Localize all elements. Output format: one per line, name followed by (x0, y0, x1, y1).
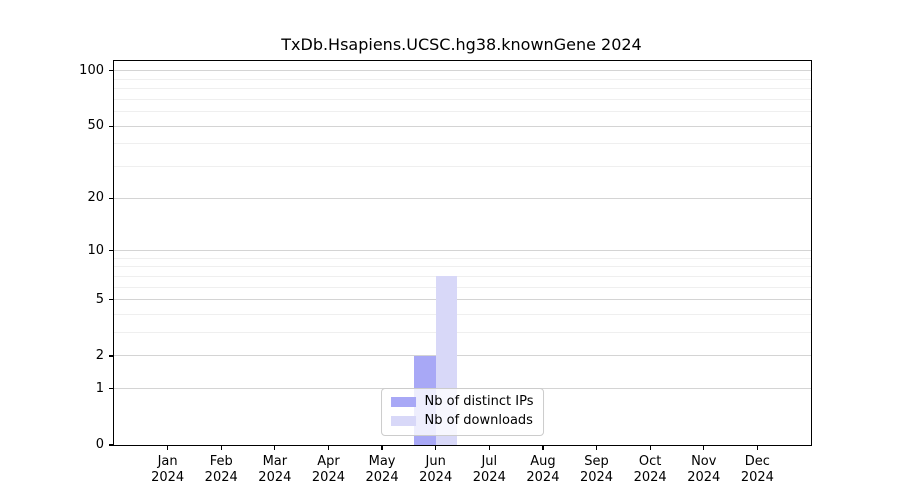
y-tick-mark (108, 249, 113, 252)
y-tick-mark (108, 299, 113, 301)
y-gridline-major (114, 250, 811, 252)
legend: Nb of distinct IPs Nb of downloads (380, 388, 545, 436)
y-tick-label: 0 (95, 437, 104, 452)
x-tick-label: Jun 2024 (419, 454, 453, 485)
x-tick-label: Mar 2024 (258, 454, 292, 485)
x-tick-label: Sep 2024 (579, 454, 614, 485)
y-tick-label: 50 (87, 118, 104, 134)
y-gridline-minor (114, 143, 811, 145)
y-gridline-minor (114, 111, 811, 113)
plot-area: Nb of distinct IPs Nb of downloads 0 1 2 5 1… (79, 60, 812, 485)
y-gridline-minor (114, 332, 811, 334)
y-tick-mark (108, 444, 113, 446)
y-tick-mark (108, 388, 113, 390)
x-tick-mark (488, 446, 490, 451)
y-tick-label: 10 (87, 242, 104, 258)
x-tick-label: Jul 2024 (472, 454, 506, 485)
y-tick-label: 100 (79, 62, 104, 78)
y-tick-label: 20 (87, 190, 104, 206)
x-tick-label: May 2024 (365, 454, 399, 485)
legend-swatch-distinct-ips (390, 397, 416, 407)
x-tick-label: Apr 2024 (311, 454, 345, 485)
y-gridline-minor (114, 78, 811, 80)
x-tick-mark (167, 446, 169, 451)
y-gridline-major (114, 299, 811, 301)
x-tick-mark (703, 446, 705, 451)
legend-label-distinct-ips: Nb of distinct IPs (424, 394, 534, 409)
y-gridline-major (114, 70, 811, 72)
x-tick-mark (327, 446, 330, 451)
x-tick-mark (220, 446, 222, 451)
x-tick-label: Oct 2024 (633, 454, 667, 485)
chart-title: TxDb.Hsapiens.UCSC.hg38.knownGene 2024 (281, 35, 642, 54)
y-gridline-minor (114, 266, 811, 268)
y-gridline-major (114, 197, 811, 199)
legend-item-distinct-ips: Nb of distinct IPs (390, 394, 534, 409)
x-tick-label: Dec 2024 (740, 454, 774, 485)
x-tick-label: Jan 2024 (151, 454, 185, 485)
x-tick-label: Feb 2024 (204, 454, 238, 485)
y-tick-mark (108, 70, 113, 72)
y-gridline-major (114, 355, 811, 357)
x-tick-mark (649, 446, 651, 451)
y-gridline-minor (114, 257, 811, 259)
legend-item-downloads: Nb of downloads (390, 413, 534, 428)
x-tick-mark (381, 446, 383, 451)
y-gridline-minor (114, 88, 811, 90)
y-gridline-minor (114, 166, 811, 168)
y-gridline-minor (114, 98, 811, 100)
x-tick-label: Nov 2024 (687, 454, 721, 485)
y-gridline-minor (114, 314, 811, 315)
y-gridline-minor (114, 286, 811, 288)
x-tick-label: Aug 2024 (526, 454, 560, 485)
y-gridline-minor (114, 275, 811, 277)
legend-label-downloads: Nb of downloads (424, 413, 533, 428)
y-tick-mark (108, 125, 113, 127)
x-tick-mark (274, 446, 276, 451)
y-tick-label: 5 (95, 291, 104, 307)
y-gridline-major (114, 125, 811, 127)
x-tick-mark (595, 446, 598, 451)
x-tick-mark (542, 446, 544, 451)
y-tick-mark (108, 197, 113, 199)
y-tick-mark (108, 355, 113, 357)
legend-swatch-downloads (390, 416, 416, 426)
y-tick-label: 1 (95, 380, 104, 396)
y-tick-label: 2 (95, 347, 104, 363)
x-tick-mark (435, 446, 437, 451)
x-tick-mark (756, 446, 758, 451)
